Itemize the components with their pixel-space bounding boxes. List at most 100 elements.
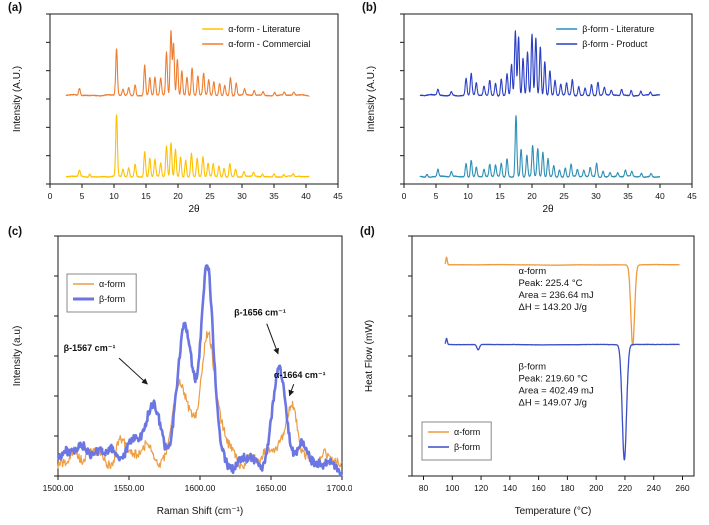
- beta-peak-annotation: Area = 402.49 mJ: [518, 386, 594, 397]
- x-tick-label: 260: [675, 483, 689, 493]
- x-tick-label: 45: [687, 191, 697, 201]
- legend: α-form - Literature α-form - Commercial: [202, 24, 310, 49]
- x-tick-label: 45: [333, 191, 343, 201]
- x-tick-label: 5: [80, 191, 85, 201]
- x-tick-label: 15: [141, 191, 151, 201]
- legend-label: α-form: [454, 427, 480, 437]
- dsc-chart: 80 100 120 140 160 180 200 220 240 260 Temperature…: [358, 226, 706, 522]
- x-tick-label: 25: [205, 191, 215, 201]
- alpha-peak-annotation: Area = 236.64 mJ: [518, 290, 594, 301]
- x-axis: 0 5 10 15 20 25 30 35 40 45: [402, 184, 697, 201]
- series-alpha-form: [444, 256, 680, 347]
- x-tick-label: 25: [559, 191, 569, 201]
- raman-chart: 1500.00 1550.00 1600.00 1650.00 1700.00 Raman…: [6, 226, 352, 522]
- legend-label: α-form: [99, 279, 125, 289]
- annotation-text: α-1664 cm⁻¹: [274, 370, 326, 380]
- legend-label: β-form: [99, 294, 125, 304]
- alpha-peak-annotation: α-form: [518, 266, 546, 277]
- x-tick-label: 1550.00: [114, 483, 145, 493]
- x-tick-label: 120: [474, 483, 488, 493]
- panel-d: (d) 80 100 120 140 160 180 200 220 240 260 Tempera…: [358, 226, 706, 522]
- panel-a-label: (a): [8, 2, 23, 14]
- x-axis-label: Raman Shift (cm⁻¹): [157, 506, 243, 517]
- x-tick-label: 30: [237, 191, 247, 201]
- series-alpha-commercial: [65, 30, 310, 97]
- annotation-arrow: [266, 323, 279, 355]
- legend-box: [66, 273, 137, 313]
- x-axis: 80 100 120 140 160 180 200 220 240 260: [419, 476, 690, 493]
- xrd-beta-chart: 0 5 10 15 20 25 30 35 40 45 2θ Intensity (A.U.) β-fo…: [360, 2, 704, 220]
- beta-peak-annotation: ΔH = 149.07 J/g: [518, 398, 586, 409]
- annotation-arrow: [118, 357, 148, 385]
- x-axis-label: Temperature (°C): [515, 506, 592, 517]
- legend-label: β-form - Literature: [582, 24, 654, 34]
- alpha-peak-annotation: Peak: 225.4 °C: [518, 278, 582, 289]
- x-tick-label: 35: [269, 191, 279, 201]
- legend-label: β-form - Product: [582, 39, 648, 49]
- y-axis: [400, 13, 404, 185]
- x-tick-label: 40: [301, 191, 311, 201]
- xrd-alpha-chart: 0 5 10 15 20 25 30 35 40 45 2θ Intensity (A.U.) α-fo…: [6, 2, 350, 220]
- x-tick-label: 1500.00: [43, 483, 74, 493]
- dsc-svg: 80 100 120 140 160 180 200 220 240 260 Temperature…: [364, 235, 695, 517]
- x-tick-label: 20: [173, 191, 183, 201]
- x-tick-label: 140: [503, 483, 517, 493]
- series-beta-product: [419, 30, 661, 97]
- x-axis-label: 2θ: [188, 204, 200, 215]
- x-tick-label: 5: [434, 191, 439, 201]
- annotation-arrow: [288, 383, 295, 397]
- x-tick-label: 80: [419, 483, 429, 493]
- legend-label: α-form - Literature: [228, 24, 300, 34]
- y-axis-label: Intensity (a.u): [12, 326, 23, 387]
- legend: α-form β-form: [421, 421, 492, 461]
- x-tick-label: 160: [532, 483, 546, 493]
- x-tick-label: 0: [48, 191, 53, 201]
- legend: α-form β-form: [66, 273, 137, 313]
- panel-b-label: (b): [362, 2, 377, 14]
- x-tick-label: 15: [495, 191, 505, 201]
- x-tick-label: 200: [589, 483, 603, 493]
- x-axis: 1500.00 1550.00 1600.00 1650.00 1700.00: [43, 476, 352, 493]
- y-axis: [46, 13, 50, 185]
- x-axis-label: 2θ: [542, 204, 554, 215]
- x-tick-label: 240: [647, 483, 661, 493]
- legend-label: β-form: [454, 442, 480, 452]
- panel-c-label: (c): [8, 226, 23, 238]
- series-beta-form: [56, 264, 344, 477]
- y-axis-label: Heat Flow (mW): [364, 320, 375, 392]
- xrd-beta-svg: 0 5 10 15 20 25 30 35 40 45 2θ Intensity (A.U.) β-fo…: [366, 13, 697, 215]
- raman-svg: 1500.00 1550.00 1600.00 1650.00 1700.00 Raman…: [12, 235, 352, 517]
- x-tick-label: 10: [109, 191, 119, 201]
- beta-peak-annotation: β-form: [518, 362, 546, 373]
- x-tick-label: 35: [623, 191, 633, 201]
- annotation-text: β-1656 cm⁻¹: [234, 307, 286, 317]
- alpha-peak-annotation: ΔH = 143.20 J/g: [518, 302, 586, 313]
- y-axis-label: Intensity (A.U.): [366, 66, 377, 132]
- x-tick-label: 30: [591, 191, 601, 201]
- series-group: [444, 256, 680, 461]
- y-axis-label: Intensity (A.U.): [12, 66, 23, 132]
- annotation-text: β-1567 cm⁻¹: [64, 343, 116, 353]
- beta-peak-annotation: Peak: 219.60 °C: [518, 374, 587, 385]
- x-tick-label: 1700.00: [327, 483, 352, 493]
- x-tick-label: 100: [445, 483, 459, 493]
- legend-box: [421, 421, 492, 461]
- legend-label: α-form - Commercial: [228, 39, 310, 49]
- panel-c: (c) 1500.00 1550.00 1600.00 1650.00 1700.00 R…: [6, 226, 352, 522]
- series-group: [56, 264, 344, 477]
- series-group: [65, 30, 310, 179]
- series-beta-literature: [419, 115, 661, 179]
- annotations: β-1567 cm⁻¹ β-1656 cm⁻¹ α-1664 cm⁻¹: [64, 307, 326, 397]
- x-tick-label: 40: [655, 191, 665, 201]
- xrd-alpha-svg: 0 5 10 15 20 25 30 35 40 45 2θ Intensity (A.U.) α-fo…: [12, 13, 343, 215]
- panel-b: (b) 0 5 10 15 20 25 30 35 40 45 2θ Intensity (A.U.)…: [360, 2, 704, 220]
- y-axis: [408, 235, 412, 477]
- series-beta-form: [444, 337, 680, 461]
- x-tick-label: 0: [402, 191, 407, 201]
- y-axis: [54, 235, 58, 477]
- x-tick-label: 20: [527, 191, 537, 201]
- panel-d-label: (d): [360, 226, 375, 238]
- series-alpha-form: [57, 330, 343, 470]
